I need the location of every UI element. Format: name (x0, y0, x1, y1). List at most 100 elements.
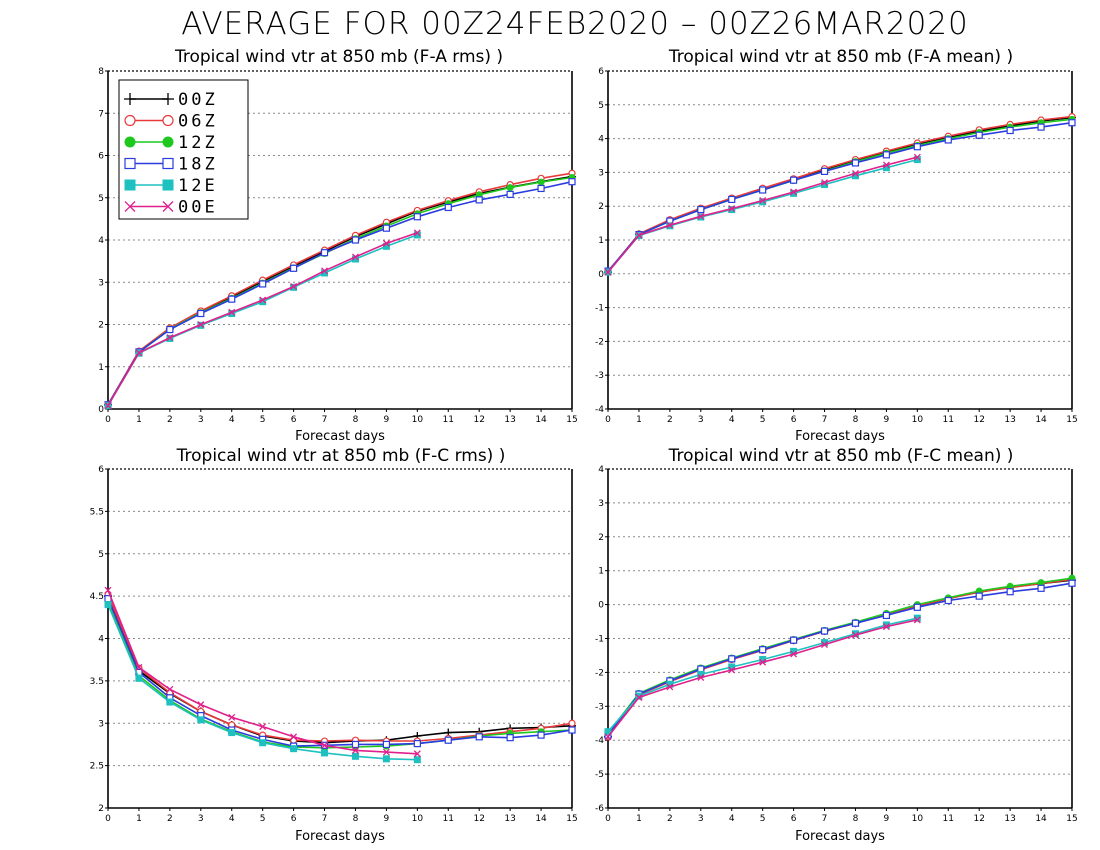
data-point (537, 184, 545, 193)
series-line (607, 121, 1073, 272)
data-point (166, 325, 174, 334)
y-tick-label: 5 (98, 194, 104, 204)
y-tick-label: 3 (598, 499, 604, 509)
x-tick-label: 15 (566, 415, 577, 425)
x-tick-label: 14 (1035, 415, 1047, 425)
legend-label: 12E (178, 176, 218, 196)
y-tick-label: 6 (98, 152, 104, 162)
data-point-b (635, 231, 643, 239)
legend-label: 00E (178, 198, 218, 218)
x-tick-label: 14 (535, 814, 547, 824)
x-tick-label: 6 (291, 814, 297, 824)
x-axis-label: Forecast days (295, 429, 385, 444)
x-tick-label: 9 (884, 415, 890, 425)
data-point (351, 740, 360, 749)
y-tick-label: 7 (98, 109, 104, 119)
data-point-b (790, 188, 798, 196)
data-point (228, 295, 236, 303)
data-point-b (228, 713, 236, 721)
y-tick-label: 0 (98, 405, 104, 415)
x-tick-label: 2 (167, 814, 173, 824)
panel-title: Tropical wind vtr at 850 mb (F-A rms) ) (174, 47, 503, 67)
x-tick-label: 9 (884, 814, 890, 824)
series-00e (104, 586, 421, 758)
series-line (607, 577, 1073, 734)
data-point-b (321, 741, 328, 749)
data-point (820, 167, 829, 175)
x-tick-label: 13 (1004, 814, 1015, 824)
y-tick-label: 4 (98, 236, 104, 246)
data-point (290, 745, 298, 753)
x-tick-label: 13 (504, 415, 515, 425)
legend-label: 12Z (178, 133, 218, 153)
series-00e (604, 616, 921, 741)
series-line (607, 116, 1073, 273)
y-tick-label: 3.5 (90, 677, 104, 687)
data-point (1037, 123, 1045, 131)
legend-marker (124, 114, 136, 127)
data-point (444, 203, 452, 212)
y-tick-label: -2 (595, 337, 604, 347)
series-line (107, 232, 418, 407)
x-tick-label: 6 (791, 814, 797, 824)
data-point (1006, 588, 1014, 596)
data-point (913, 143, 921, 151)
x-tick-label: 12 (473, 814, 484, 824)
x-tick-label: 7 (822, 814, 828, 824)
x-tick-label: 14 (535, 415, 547, 425)
data-point-b (197, 701, 205, 709)
x-tick-label: 4 (729, 415, 735, 425)
x-tick-label: 7 (322, 814, 328, 824)
data-point (413, 756, 421, 764)
data-point-b (321, 267, 328, 275)
x-tick-label: 9 (384, 415, 390, 425)
series-12z (604, 574, 1076, 737)
series-18z (104, 595, 576, 750)
data-point-b (135, 663, 143, 671)
x-tick-label: 2 (167, 415, 173, 425)
y-tick-label: 2 (98, 321, 104, 331)
data-point (728, 655, 736, 663)
series-06z (104, 590, 576, 745)
data-point-b (259, 723, 267, 731)
x-axis-label: Forecast days (795, 429, 885, 444)
data-point (821, 181, 829, 189)
data-point-b (604, 268, 612, 276)
data-point-b (135, 349, 143, 357)
data-point (228, 729, 236, 737)
y-tick-label: -1 (595, 304, 604, 314)
x-tick-label: 8 (853, 814, 859, 824)
data-point (975, 592, 983, 600)
series-line (607, 617, 918, 733)
data-point (351, 236, 360, 244)
data-point-b (413, 750, 421, 758)
data-point-b (882, 161, 890, 169)
legend-item-06z: 06Z (124, 112, 215, 132)
data-point (166, 698, 174, 706)
panel-3: Tropical wind vtr at 850 mb (F-C rms) ) 2… (90, 446, 578, 844)
y-tick-label: 1 (598, 567, 604, 577)
data-point (197, 309, 205, 318)
x-tick-label: 13 (1004, 415, 1015, 425)
data-point (537, 178, 545, 186)
data-point-b (382, 748, 390, 756)
data-point (728, 195, 736, 204)
x-tick-label: 12 (473, 415, 484, 425)
data-point (1037, 579, 1045, 587)
x-tick-label: 3 (698, 814, 704, 824)
data-point (506, 184, 514, 192)
x-tick-label: 8 (353, 814, 359, 824)
data-point-b (790, 650, 798, 658)
series-line (107, 595, 573, 744)
data-point (135, 674, 143, 682)
y-tick-label: 5.5 (90, 507, 104, 517)
x-tick-label: 10 (912, 814, 924, 824)
data-point-b (104, 402, 112, 410)
panel-4: Tropical wind vtr at 850 mb (F-C mean) )… (595, 446, 1078, 844)
y-tick-label: 4.5 (90, 592, 104, 602)
data-point-b (290, 283, 298, 290)
data-point (759, 646, 767, 654)
panel-1: Tropical wind vtr at 850 mb (F-A rms) ) 0… (98, 47, 577, 444)
y-tick-label: -4 (595, 405, 604, 415)
x-tick-label: 8 (353, 415, 359, 425)
